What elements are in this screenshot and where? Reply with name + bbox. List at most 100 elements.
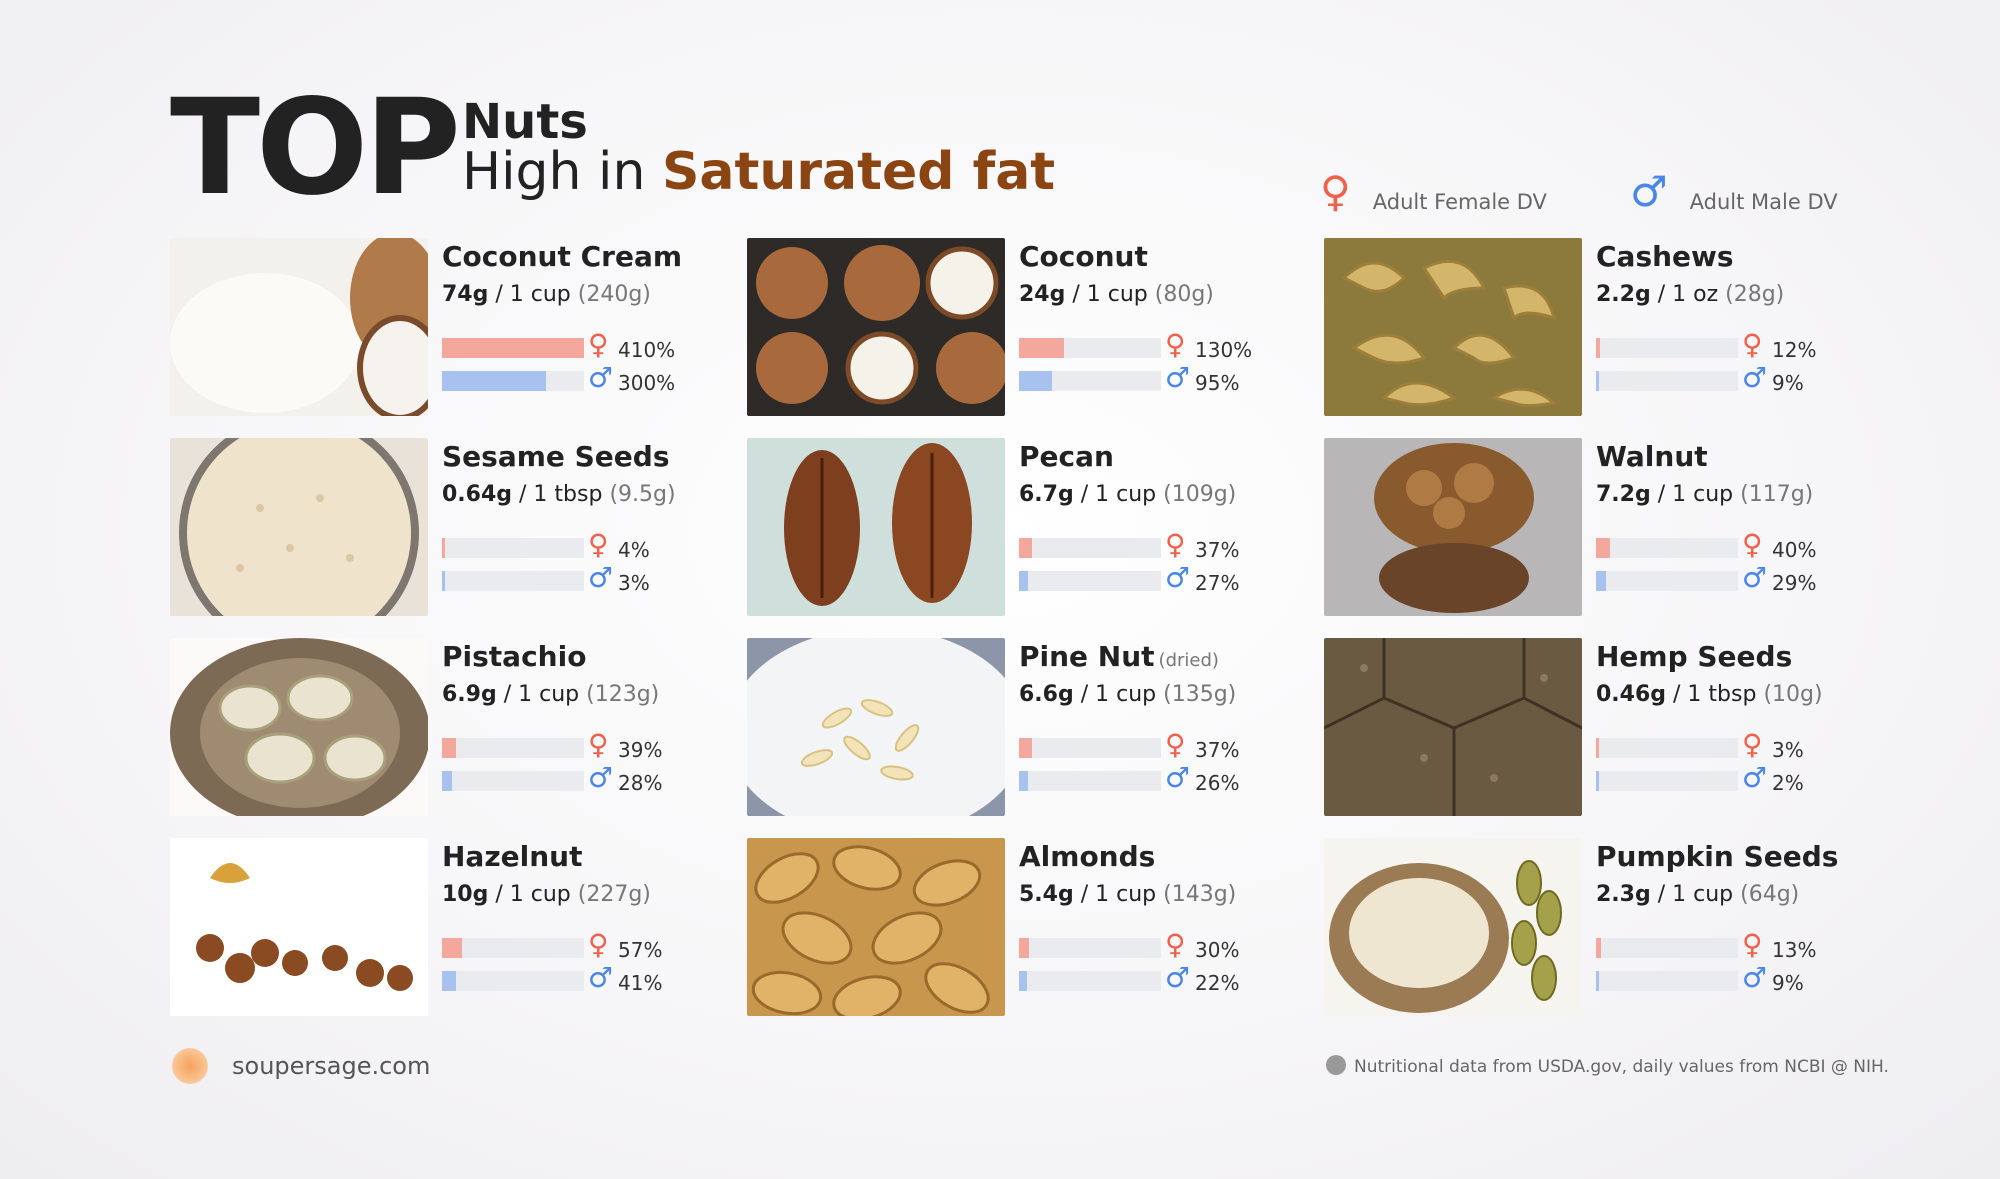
title-highlight: Saturated fat <box>661 142 1056 202</box>
nut-amount: 2.3g / 1 cup (64g) <box>1596 882 1799 907</box>
nut-card: Coconut 24g / 1 cup (80g) ♀ 130% ♂ 95% <box>747 238 1307 418</box>
female-dv-track <box>1019 538 1161 558</box>
female-dv-percent: 13% <box>1772 938 1817 962</box>
female-sign-icon: ♀ <box>1165 328 1186 361</box>
nut-name: Coconut Cream <box>442 240 682 273</box>
nut-amount: 6.9g / 1 cup (123g) <box>442 682 659 707</box>
nut-name: Coconut <box>1019 240 1148 273</box>
female-dv-percent: 130% <box>1195 338 1253 362</box>
female-dv-fill <box>442 738 456 758</box>
legend-female: ♀ Adult Female DV <box>1320 170 1547 215</box>
male-dv-track <box>442 771 584 791</box>
male-dv-track <box>442 371 584 391</box>
female-dv-track <box>1596 338 1738 358</box>
serving-size: / 1 cup <box>1650 882 1741 907</box>
male-dv-fill <box>1596 371 1599 391</box>
nut-amount: 6.6g / 1 cup (135g) <box>1019 682 1236 707</box>
amount-value: 0.64g <box>442 482 513 507</box>
almonds-photo <box>747 838 1005 1016</box>
coconut-cream-photo <box>170 238 428 416</box>
female-dv-fill <box>1596 938 1601 958</box>
serving-grams: (123g) <box>586 682 660 707</box>
male-dv-bar-row: ♂ 300% <box>442 363 702 395</box>
male-dv-track <box>1019 971 1161 991</box>
male-dv-percent: 22% <box>1195 971 1240 995</box>
female-dv-percent: 57% <box>618 938 663 962</box>
female-dv-bar-row: ♀ 130% <box>1019 330 1279 362</box>
male-sign-icon: ♂ <box>588 761 614 794</box>
female-dv-track <box>442 938 584 958</box>
female-dv-percent: 12% <box>1772 338 1817 362</box>
serving-size: / 1 cup <box>488 882 578 907</box>
male-dv-fill <box>1019 771 1028 791</box>
female-sign-icon: ♀ <box>1742 928 1763 961</box>
hazelnut-photo <box>170 838 428 1016</box>
male-dv-fill <box>1019 571 1028 591</box>
male-dv-fill <box>442 771 452 791</box>
serving-size: / 1 cup <box>1073 482 1164 507</box>
male-dv-fill <box>1019 971 1027 991</box>
nut-amount: 0.46g / 1 tbsp (10g) <box>1596 682 1823 707</box>
nut-name-note: (dried) <box>1158 650 1219 671</box>
serving-size: / 1 cup <box>1065 282 1155 307</box>
male-dv-track <box>1019 771 1161 791</box>
sesame-seeds-photo <box>170 438 428 616</box>
male-dv-track <box>1596 571 1738 591</box>
pine-nut-photo <box>747 638 1005 816</box>
footer-site-link[interactable]: soupersage.com <box>232 1052 431 1080</box>
male-dv-percent: 300% <box>618 371 676 395</box>
female-dv-bar-row: ♀ 37% <box>1019 530 1279 562</box>
male-dv-percent: 28% <box>618 771 663 795</box>
amount-value: 74g <box>442 282 489 307</box>
serving-size: / 1 cup <box>1650 482 1741 507</box>
male-dv-percent: 29% <box>1772 571 1817 595</box>
hemp-seeds-photo <box>1324 638 1582 816</box>
female-sign-icon: ♀ <box>588 528 609 561</box>
serving-grams: (240g) <box>577 282 651 307</box>
nut-card: Walnut 7.2g / 1 cup (117g) ♀ 40% ♂ 29% <box>1324 438 1884 618</box>
male-sign-icon: ♂ <box>1165 561 1191 594</box>
male-dv-fill <box>442 371 546 391</box>
serving-grams: (109g) <box>1163 482 1237 507</box>
male-dv-percent: 26% <box>1195 771 1240 795</box>
title-category: Nuts <box>462 94 588 150</box>
male-sign-icon: ♂ <box>1165 961 1191 994</box>
nut-name: Walnut <box>1596 440 1708 473</box>
male-dv-bar-row: ♂ 22% <box>1019 963 1279 995</box>
legend-male: ♂ Adult Male DV <box>1630 170 1838 215</box>
female-dv-bar-row: ♀ 12% <box>1596 330 1856 362</box>
male-sign-icon: ♂ <box>1165 761 1191 794</box>
amount-value: 10g <box>442 882 489 907</box>
nut-name-text: Pumpkin Seeds <box>1596 840 1839 873</box>
serving-grams: (64g) <box>1740 882 1800 907</box>
female-dv-percent: 30% <box>1195 938 1240 962</box>
female-sign-icon: ♀ <box>1165 528 1186 561</box>
nut-name: Pistachio <box>442 640 586 673</box>
nut-card: Cashews 2.2g / 1 oz (28g) ♀ 12% ♂ 9% <box>1324 238 1884 418</box>
serving-size: / 1 tbsp <box>1666 682 1764 707</box>
nut-name: Cashews <box>1596 240 1734 273</box>
female-dv-track <box>1019 938 1161 958</box>
female-dv-track <box>442 738 584 758</box>
amount-value: 5.4g <box>1019 882 1074 907</box>
nut-name-text: Sesame Seeds <box>442 440 670 473</box>
nut-name-text: Pistachio <box>442 640 587 673</box>
serving-grams: (227g) <box>577 882 651 907</box>
female-sign-icon: ♀ <box>1742 528 1763 561</box>
nut-name-text: Coconut Cream <box>442 240 683 273</box>
male-dv-bar-row: ♂ 9% <box>1596 963 1856 995</box>
nut-name-text: Cashews <box>1596 240 1734 273</box>
serving-size: / 1 oz <box>1650 282 1726 307</box>
female-dv-bar-row: ♀ 57% <box>442 930 702 962</box>
male-dv-bar-row: ♂ 27% <box>1019 563 1279 595</box>
nut-card: Pumpkin Seeds 2.3g / 1 cup (64g) ♀ 13% ♂ 9% <box>1324 838 1884 1018</box>
pistachio-photo <box>170 638 428 816</box>
cashews-photo <box>1324 238 1582 416</box>
nut-name-text: Pecan <box>1019 440 1114 473</box>
male-dv-percent: 41% <box>618 971 663 995</box>
male-sign-icon: ♂ <box>1742 961 1768 994</box>
amount-value: 0.46g <box>1596 682 1667 707</box>
female-dv-bar-row: ♀ 4% <box>442 530 702 562</box>
amount-value: 7.2g <box>1596 482 1651 507</box>
nut-card: Almonds 5.4g / 1 cup (143g) ♀ 30% ♂ 22% <box>747 838 1307 1018</box>
